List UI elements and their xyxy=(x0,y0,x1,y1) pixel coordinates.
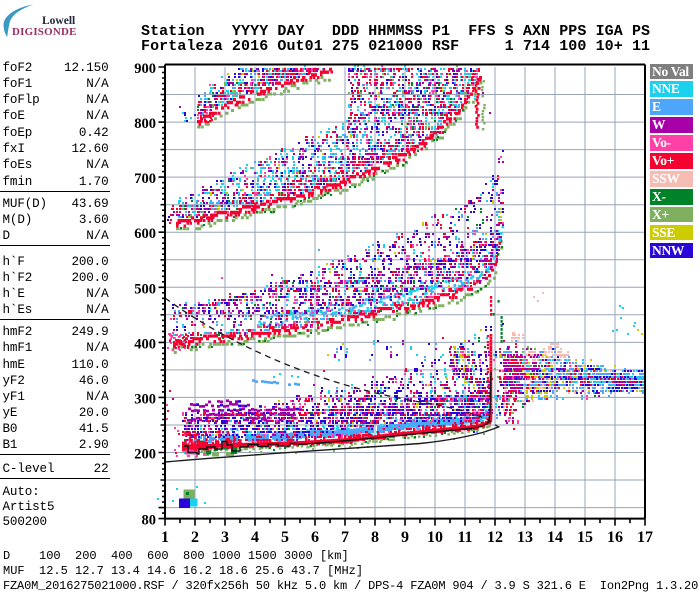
svg-text:300: 300 xyxy=(134,391,156,407)
svg-text:12: 12 xyxy=(487,529,503,546)
svg-text:13: 13 xyxy=(517,529,533,546)
svg-text:900: 900 xyxy=(134,61,156,77)
svg-text:14: 14 xyxy=(547,529,563,546)
svg-text:9: 9 xyxy=(401,529,409,546)
svg-text:400: 400 xyxy=(134,336,156,352)
svg-text:11: 11 xyxy=(457,529,472,546)
svg-text:15: 15 xyxy=(577,529,593,546)
svg-text:500: 500 xyxy=(134,281,156,297)
svg-text:5: 5 xyxy=(281,529,289,546)
svg-text:80: 80 xyxy=(142,513,157,529)
svg-text:17: 17 xyxy=(637,529,653,546)
svg-text:2: 2 xyxy=(191,529,199,546)
svg-text:6: 6 xyxy=(311,529,319,546)
svg-text:4: 4 xyxy=(251,529,259,546)
svg-text:8: 8 xyxy=(371,529,379,546)
svg-text:800: 800 xyxy=(134,116,156,132)
svg-text:700: 700 xyxy=(134,171,156,187)
svg-text:3: 3 xyxy=(221,529,229,546)
svg-text:1: 1 xyxy=(161,529,169,546)
svg-text:7: 7 xyxy=(341,529,349,546)
svg-text:600: 600 xyxy=(134,226,156,242)
svg-text:16: 16 xyxy=(607,529,623,546)
svg-text:200: 200 xyxy=(134,447,156,463)
svg-text:10: 10 xyxy=(427,529,443,546)
